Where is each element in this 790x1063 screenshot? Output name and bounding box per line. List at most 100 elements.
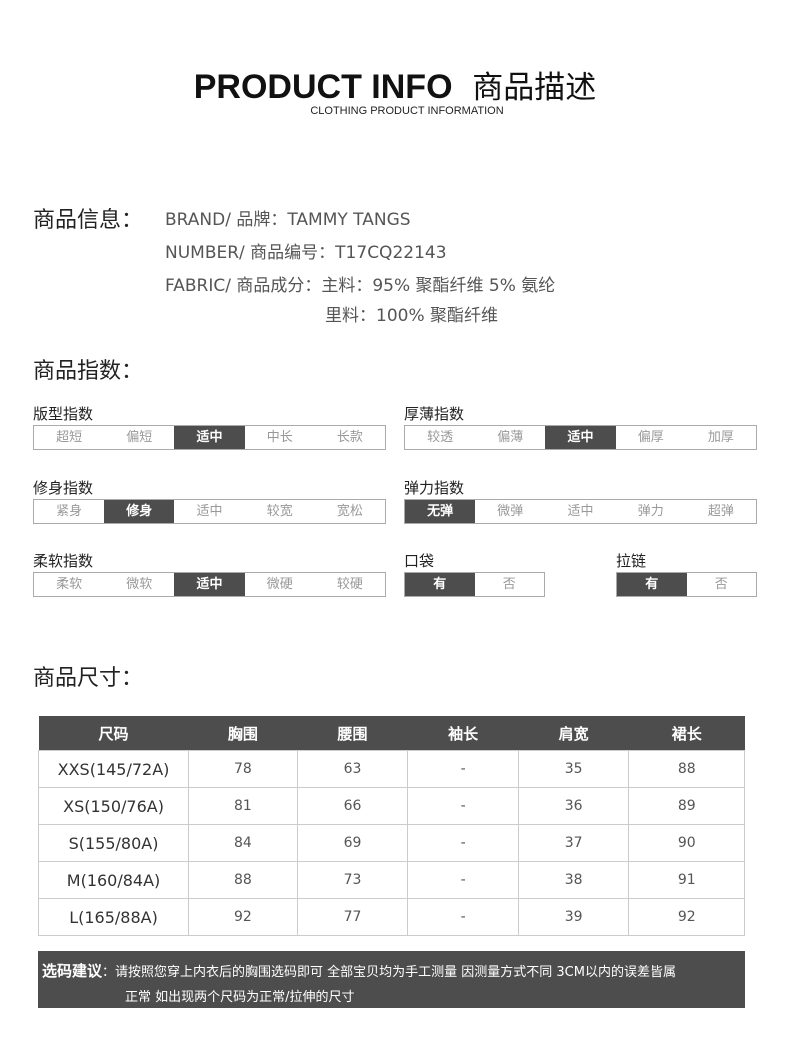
index-option: 中长 <box>266 430 293 445</box>
index-group-label: 版型指数 <box>33 405 94 423</box>
lining: 里料：100% 聚酯纤维 <box>325 306 499 326</box>
index-option: 较宽 <box>266 504 293 519</box>
index-option: 偏短 <box>126 430 153 445</box>
index-option: 偏薄 <box>497 430 524 445</box>
table-cell: L(165/88A) <box>37 898 190 936</box>
table-cell: - <box>407 898 519 936</box>
table-row: L(165/88A) 92 77-39 92 <box>37 898 745 936</box>
table-cell: 92 <box>188 898 298 936</box>
table-header: 尺码 胸围 腰围 袖长 肩宽 裙长 <box>38 716 745 751</box>
index-option: 弹力 <box>637 504 664 519</box>
index-scale: 较透 偏薄 适中 偏厚 加厚 <box>404 425 757 450</box>
table-row: S(155/80A) 84 69-37 90 <box>37 824 745 862</box>
index-option: 偏厚 <box>637 430 664 445</box>
index-scale: 紧身 修身 适中 较宽 宽松 <box>33 499 386 524</box>
index-option: 适中 <box>567 504 594 519</box>
column-header: 裙长 <box>628 716 745 751</box>
index-option: 无弹 <box>405 500 476 523</box>
column-header: 肩宽 <box>518 716 629 751</box>
index-option: 适中 <box>174 426 245 449</box>
size-label: 商品尺寸： <box>33 666 144 691</box>
page-title: PRODUCT INFO 商品描述 <box>0 62 790 107</box>
page-subtitle: CLOTHING PRODUCT INFORMATION <box>310 105 504 117</box>
index-group-label: 柔软指数 <box>33 552 94 570</box>
index-label: 商品指数： <box>33 359 144 384</box>
table-cell: 69 <box>296 824 409 862</box>
table-cell: XS(150/76A) <box>37 787 190 825</box>
index-option: 微硬 <box>266 577 293 592</box>
index-option: 超短 <box>56 430 83 445</box>
table-cell: 38 <box>517 861 630 899</box>
index-scale: 有否 <box>404 572 545 597</box>
index-group-label: 拉链 <box>616 552 647 570</box>
table-cell: 39 <box>517 898 630 936</box>
table-cell: 88 <box>628 750 745 788</box>
index-group-label: 口袋 <box>404 552 435 570</box>
table-cell: 92 <box>628 898 745 936</box>
table-cell: 91 <box>628 861 745 899</box>
index-group-label: 修身指数 <box>33 479 94 497</box>
title-en: PRODUCT INFO <box>193 68 453 106</box>
index-scale: 有否 <box>616 572 757 597</box>
table-cell: 36 <box>517 787 630 825</box>
index-option: 柔软 <box>56 577 83 592</box>
table-cell: 78 <box>188 750 298 788</box>
index-option: 宽松 <box>336 504 363 519</box>
table-cell: 89 <box>628 787 745 825</box>
table-cell: 63 <box>296 750 409 788</box>
index-scale: 超短 偏短 适中 中长 长款 <box>33 425 386 450</box>
size-advice: 选码建议：请按照您穿上内衣后的胸围选码即可 全部宝贝均为手工测量 因测量方式不同… <box>38 951 745 1008</box>
index-option: 否 <box>714 577 728 592</box>
index-option: 长款 <box>336 430 363 445</box>
index-option: 有 <box>617 573 687 596</box>
table-cell: 88 <box>188 861 298 899</box>
table-cell: 66 <box>296 787 409 825</box>
table-cell: 77 <box>296 898 409 936</box>
column-header: 腰围 <box>297 716 408 751</box>
table-row: XXS(145/72A) 78 63-35 88 <box>37 750 745 788</box>
table-cell: 84 <box>188 824 298 862</box>
table-cell: 81 <box>188 787 298 825</box>
title-cn: 商品描述 <box>472 70 597 106</box>
table-cell: S(155/80A) <box>37 824 190 862</box>
brand: BRAND/ 品牌：TAMMY TANGS <box>165 210 411 230</box>
index-scale: 无弹 微弹 适中 弹力 超弹 <box>404 499 757 524</box>
number: NUMBER/ 商品编号：T17CQ22143 <box>165 243 447 263</box>
index-option: 适中 <box>545 426 616 449</box>
index-option: 较硬 <box>336 577 363 592</box>
table-cell: XXS(145/72A) <box>37 750 190 788</box>
table-row: XS(150/76A) 81 66-36 89 <box>37 787 745 825</box>
advice-label: 选码建议 <box>42 962 103 980</box>
index-option: 加厚 <box>707 430 734 445</box>
index-option: 微软 <box>126 577 153 592</box>
table-cell: 37 <box>517 824 630 862</box>
column-header: 胸围 <box>188 716 298 751</box>
index-option: 否 <box>502 577 516 592</box>
column-header: 尺码 <box>38 716 189 751</box>
table-cell: 35 <box>517 750 630 788</box>
index-option: 有 <box>405 573 475 596</box>
fabric: FABRIC/ 商品成分：主料：95% 聚酯纤维 5% 氨纶 <box>165 276 556 296</box>
table-cell: - <box>407 861 519 899</box>
table-cell: - <box>407 824 519 862</box>
index-option: 较透 <box>427 430 454 445</box>
table-cell: 73 <box>296 861 409 899</box>
index-scale: 柔软 微软 适中 微硬 较硬 <box>33 572 386 597</box>
info-label: 商品信息： <box>33 208 144 233</box>
column-header: 袖长 <box>407 716 519 751</box>
index-option: 修身 <box>104 500 175 523</box>
index-option: 微弹 <box>497 504 524 519</box>
table-cell: M(160/84A) <box>37 861 190 899</box>
index-group-label: 厚薄指数 <box>404 405 465 423</box>
advice-line2: 正常 如出现两个尺码为正常/拉伸的尺寸 <box>125 990 355 1005</box>
table-cell: 90 <box>628 824 745 862</box>
index-group-label: 弹力指数 <box>404 479 465 497</box>
index-option: 超弹 <box>707 504 734 519</box>
index-option: 紧身 <box>56 504 83 519</box>
table-row: M(160/84A) 88 73-38 91 <box>37 861 745 899</box>
index-option: 适中 <box>174 573 245 596</box>
advice-line1: ：请按照您穿上内衣后的胸围选码即可 全部宝贝均为手工测量 因测量方式不同 3CM… <box>102 965 676 980</box>
index-option: 适中 <box>196 504 223 519</box>
table-cell: - <box>407 787 519 825</box>
